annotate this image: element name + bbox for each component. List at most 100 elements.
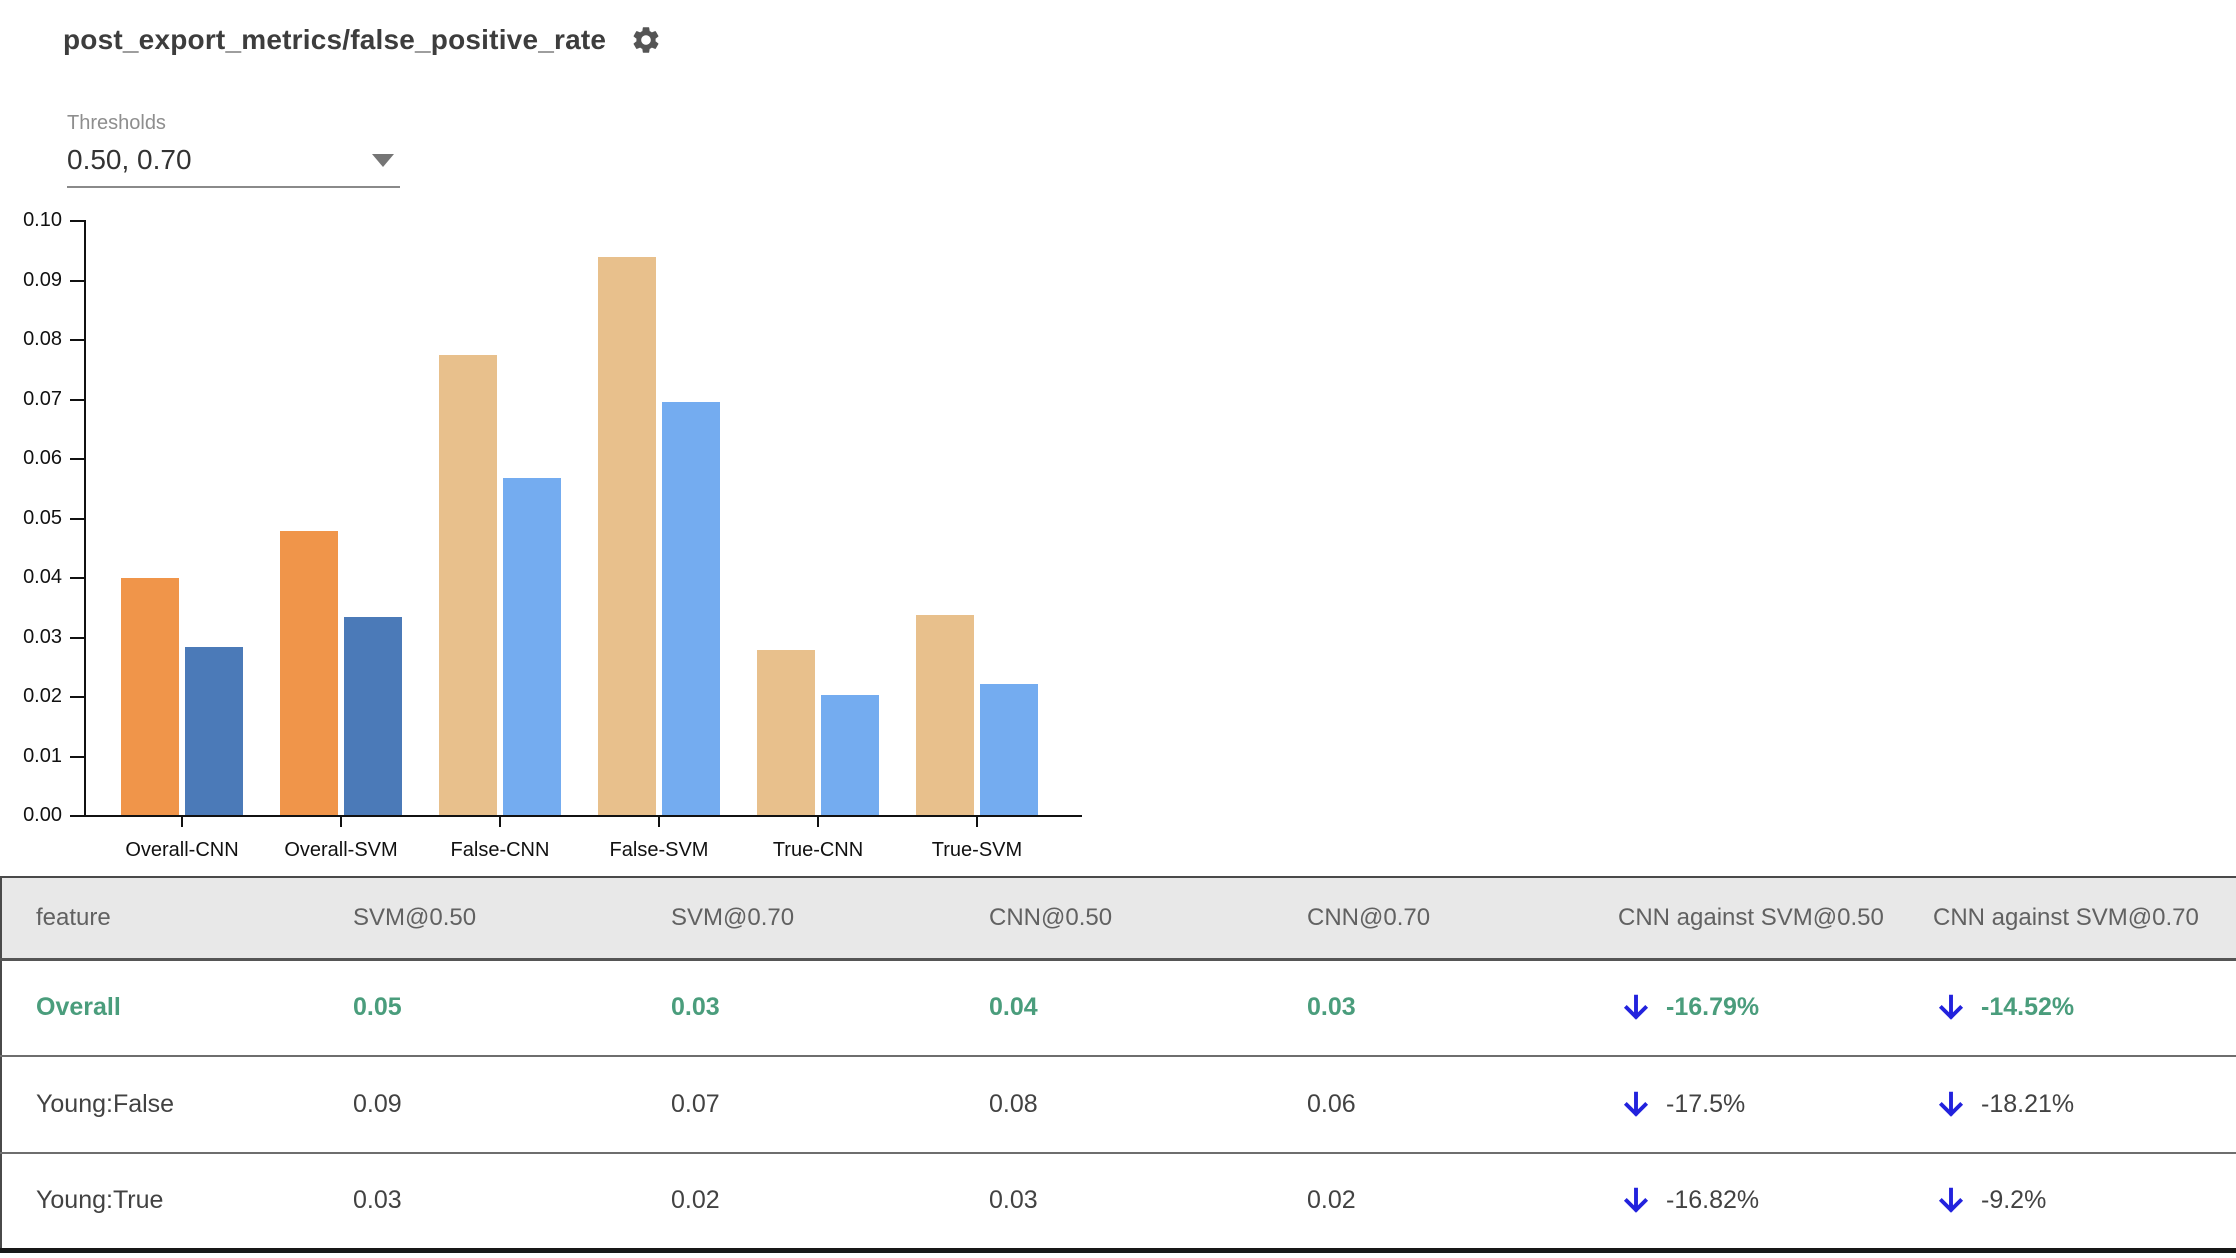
false-positive-rate-bar-chart: 0.00 0.01 0.02 0.03 0.04 0.05 0.06 0.07 0.08 0.09… [0, 209, 1130, 885]
value-cell-svm-0-70: 0.02 [637, 1152, 955, 1250]
col-header-svm-050: SVM@0.50 [319, 877, 637, 961]
x-tick [499, 817, 501, 827]
bar-true-svm-threshold-0-70[interactable] [980, 683, 1038, 815]
bar-overall-svm-threshold-0-50[interactable] [280, 530, 338, 815]
x-category-label: Overall-CNN [125, 839, 239, 861]
y-tick [70, 517, 84, 520]
x-tick [181, 817, 183, 827]
bar-true-cnn-threshold-0-50[interactable] [757, 649, 815, 815]
feature-cell: Young:True [1, 1152, 319, 1250]
delta-value: -16.79% [1666, 993, 1760, 1022]
delta-value: -17.5% [1666, 1090, 1746, 1118]
value-cell-cnn-0-50: 0.03 [955, 1152, 1273, 1250]
y-tick-label: 0.00 [23, 804, 62, 826]
col-header-cnn-vs-svm-050: CNN against SVM@0.50 [1584, 877, 1899, 961]
y-tick-label: 0.04 [23, 566, 62, 588]
thresholds-label: Thresholds [67, 112, 166, 134]
x-tick [340, 817, 342, 827]
value-cell-cnn-0-50: 0.08 [955, 1055, 1273, 1153]
y-tick [70, 339, 84, 341]
table-header-row: feature SVM@0.50 SVM@0.70 CNN@0.50 CNN@0… [1, 877, 2236, 961]
delta-cell-cnn-against-svm-0-70: -9.2% [1899, 1152, 2236, 1250]
col-header-svm-070: SVM@0.70 [637, 877, 955, 961]
page-title: post_export_metrics/false_positive_rate [63, 24, 607, 55]
bar-overall-cnn-threshold-0-70[interactable] [185, 646, 243, 815]
value-cell-svm-0-50: 0.09 [319, 1055, 637, 1153]
y-tick [70, 755, 84, 758]
y-tick-label: 0.03 [23, 625, 62, 648]
x-category-label: Overall-SVM [284, 839, 398, 861]
down-arrow-icon [1938, 1091, 1964, 1117]
bar-true-cnn-threshold-0-70[interactable] [821, 695, 879, 815]
y-tick [70, 696, 84, 698]
x-category-label: False-SVM [609, 839, 709, 861]
bar-true-svm-threshold-0-50[interactable] [916, 614, 974, 815]
metrics-table: feature SVM@0.50 SVM@0.70 CNN@0.50 CNN@0… [0, 876, 2236, 1253]
col-header-feature: feature [1, 877, 319, 961]
y-tick [70, 636, 84, 639]
delta-value: -9.2% [1981, 1186, 2047, 1215]
thresholds-dropdown[interactable]: Thresholds 0.50, 0.70 [67, 112, 400, 188]
y-tick-label: 0.02 [23, 685, 62, 707]
y-tick-label: 0.05 [23, 506, 62, 529]
value-cell-svm-0-50: 0.03 [319, 1152, 637, 1250]
y-tick-label: 0.09 [23, 268, 62, 291]
y-tick [70, 815, 84, 817]
y-tick-label: 0.08 [23, 328, 62, 350]
x-category-label: True-SVM [931, 839, 1023, 861]
delta-value: -14.52% [1981, 993, 2075, 1022]
x-axis-line [84, 815, 1082, 817]
delta-value: -16.82% [1666, 1186, 1760, 1215]
y-tick [70, 279, 84, 282]
down-arrow-icon [1623, 994, 1649, 1020]
bar-false-cnn-threshold-0-70[interactable] [503, 477, 561, 815]
value-cell-cnn-0-50: 0.04 [955, 959, 1273, 1056]
bar-false-svm-threshold-0-70[interactable] [662, 401, 720, 815]
col-header-cnn-050: CNN@0.50 [955, 877, 1273, 961]
y-tick-label: 0.07 [23, 387, 62, 410]
thresholds-value: 0.50, 0.70 [67, 144, 192, 175]
feature-cell: Overall [1, 959, 319, 1056]
gear-icon [633, 27, 659, 53]
table-row-young-true[interactable]: Young:True 0.03 0.02 0.03 0.02 -16.82% -9.2% [1, 1152, 2236, 1250]
down-arrow-icon [1938, 1187, 1964, 1213]
metric-title-row: post_export_metrics/false_positive_rate [63, 24, 662, 56]
y-tick-label: 0.10 [23, 209, 62, 231]
down-arrow-icon [1938, 994, 1964, 1020]
bar-overall-svm-threshold-0-70[interactable] [344, 616, 402, 815]
value-cell-svm-0-70: 0.07 [637, 1055, 955, 1153]
value-cell-cnn-0-70: 0.03 [1273, 959, 1584, 1056]
table-row-young-false[interactable]: Young:False 0.09 0.07 0.08 0.06 -17.5% -18.21% [1, 1055, 2236, 1153]
y-tick-label: 0.01 [23, 744, 62, 767]
delta-cell-cnn-against-svm-0-70: -14.52% [1899, 959, 2236, 1056]
bar-overall-cnn-threshold-0-50[interactable] [121, 578, 179, 815]
delta-cell-cnn-against-svm-0-50: -16.79% [1584, 959, 1899, 1056]
delta-cell-cnn-against-svm-0-50: -17.5% [1584, 1055, 1899, 1153]
y-tick-label: 0.06 [23, 447, 62, 469]
x-tick [976, 817, 978, 827]
x-category-label: False-CNN [450, 839, 550, 861]
value-cell-svm-0-70: 0.03 [637, 959, 955, 1056]
delta-value: -18.21% [1981, 1090, 2075, 1118]
table-row-overall[interactable]: Overall 0.05 0.03 0.04 0.03 -16.79% -14.52% [1, 959, 2236, 1056]
y-axis-line [84, 220, 86, 817]
y-tick [70, 398, 84, 401]
down-arrow-icon [1623, 1091, 1649, 1117]
bar-false-cnn-threshold-0-50[interactable] [439, 355, 497, 815]
delta-cell-cnn-against-svm-0-70: -18.21% [1899, 1055, 2236, 1153]
dropdown-caret-icon [372, 154, 394, 167]
delta-cell-cnn-against-svm-0-50: -16.82% [1584, 1152, 1899, 1250]
bar-false-svm-threshold-0-50[interactable] [598, 256, 656, 815]
x-category-label: True-CNN [772, 839, 864, 861]
settings-gear-icon[interactable] [630, 24, 662, 56]
col-header-cnn-vs-svm-070: CNN against SVM@0.70 [1899, 877, 2236, 961]
down-arrow-icon [1623, 1187, 1649, 1213]
value-cell-svm-0-50: 0.05 [319, 959, 637, 1056]
feature-cell: Young:False [1, 1055, 319, 1153]
col-header-cnn-070: CNN@0.70 [1273, 877, 1584, 961]
y-tick [70, 577, 84, 579]
x-tick [817, 817, 819, 827]
y-tick [70, 220, 84, 222]
x-tick [658, 817, 660, 827]
y-tick [70, 458, 84, 460]
